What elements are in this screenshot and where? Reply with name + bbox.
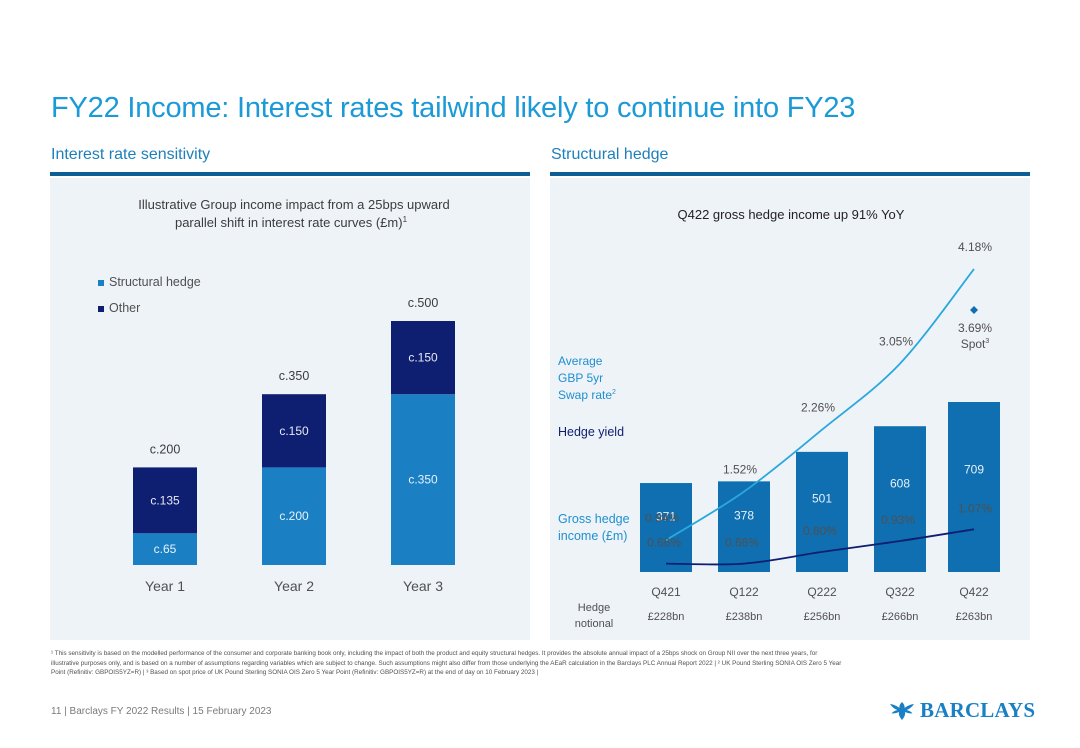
quarter-tick-label: Q122	[729, 585, 759, 599]
hedge-notional-label: notional	[575, 618, 614, 630]
hedge-notional-label: Hedge	[578, 602, 610, 614]
hedge-yield-label: 0.66%	[725, 536, 759, 550]
swap-rate-series-label-text: Average	[558, 354, 603, 368]
quarter-tick-label: Q422	[959, 585, 989, 599]
stacked-bars: c.65 c.135 c.200 Year 1 c.200 c.150 c.350 Year …	[133, 296, 455, 594]
bar-value-label: c.200	[279, 509, 309, 523]
hedge-income-bar	[874, 426, 926, 572]
swap-rate-label: 0.94%	[645, 511, 679, 525]
bar-segment-structural-hedge	[391, 394, 455, 565]
chart-title: Q422 gross hedge income up 91% YoY	[678, 207, 905, 222]
quarter-axis: Q421 £228bn Q122 £238bn Q222 £256bn Q322 £266bn…	[575, 585, 993, 630]
structural-hedge-chart: Q422 gross hedge income up 91% YoY 371 37…	[558, 207, 1000, 630]
hedge-yield-label: 1.07%	[958, 501, 992, 515]
barclays-logo: BARCLAYS	[889, 698, 1035, 723]
swap-rate-series-label: Average	[558, 354, 603, 368]
bar-value-label: c.135	[150, 493, 180, 507]
hedge-income-bar	[640, 483, 692, 572]
page-footer: 11 | Barclays FY 2022 Results | 15 Febru…	[51, 706, 272, 717]
swap-rate-label: 1.52%	[723, 463, 757, 477]
bar-segment-structural-hedge	[133, 533, 197, 565]
footnote-line-1: ¹ This sensitivity is based on the model…	[51, 650, 818, 657]
footnote-line-3: Point (Refinitiv: GBPOIS5YZ=R) | ³ Based…	[51, 669, 539, 676]
spot-footnote-mark: 3	[985, 338, 989, 345]
structural-hedge-panel: Q422 gross hedge income up 91% YoY 371 37…	[550, 178, 1030, 640]
hedge-yield-label: 0.80%	[803, 524, 837, 538]
hedge-notional-value: £263bn	[956, 611, 993, 623]
section-label-interest-rate-sensitivity: Interest rate sensitivity	[51, 146, 211, 163]
quarter-tick-label: Q322	[885, 585, 915, 599]
income-sensitivity-chart: Illustrative Group income impact from a …	[98, 197, 455, 594]
hedge-income-bar	[948, 402, 1000, 572]
swap-rate-series-label: Swap rate2	[558, 388, 616, 402]
bar-value-label: c.150	[279, 424, 309, 438]
swap-rate-footnote-mark: 2	[612, 389, 616, 396]
bar-segment-other	[133, 467, 197, 534]
legend-label-structural-hedge: Structural hedge	[109, 275, 201, 289]
swap-rate-series-label-text: GBP 5yr	[558, 371, 603, 385]
logo-wordmark: BARCLAYS	[920, 698, 1036, 722]
swap-rate-label: 4.18%	[958, 240, 992, 254]
x-tick-label: Year 1	[145, 578, 185, 594]
chart-title-line2-text: parallel shift in interest rate curves (…	[175, 215, 403, 230]
spot-label: Spot3	[961, 337, 990, 351]
gross-hedge-income-series-label: income (£m)	[558, 529, 627, 543]
chart-title-line1: Illustrative Group income impact from a …	[138, 197, 449, 212]
chart-title-line2: parallel shift in interest rate curves (…	[175, 215, 408, 230]
bar-value-label: 709	[964, 462, 984, 476]
bar-segment-other	[262, 394, 326, 468]
hedge-yield-line	[665, 528, 975, 566]
eagle-icon	[890, 701, 914, 720]
legend-swatch-other	[98, 306, 104, 312]
chart-legend: Structural hedge Other	[98, 275, 201, 315]
gross-hedge-income-series-label: Gross hedge	[558, 512, 630, 526]
x-tick-label: Year 2	[274, 578, 314, 594]
bar-value-label: c.350	[408, 473, 438, 487]
section-divider-right	[550, 172, 1030, 176]
bar-value-label: 608	[890, 476, 910, 490]
bar-total-label: c.500	[408, 296, 439, 310]
x-tick-label: Year 3	[403, 578, 443, 594]
interest-rate-sensitivity-panel: Illustrative Group income impact from a …	[50, 178, 530, 640]
hedge-yield-label: 0.93%	[881, 513, 915, 527]
swap-rate-label: 3.05%	[879, 335, 913, 349]
bar-value-label: c.65	[154, 542, 177, 556]
bar-total-label: c.350	[279, 369, 310, 383]
swap-rate-line	[665, 268, 975, 541]
section-label-structural-hedge: Structural hedge	[551, 146, 669, 163]
quarter-tick-label: Q421	[651, 585, 681, 599]
section-divider-left	[50, 172, 530, 176]
hedge-yield-label: 0.66%	[647, 536, 681, 550]
bar-total-label: c.200	[150, 442, 181, 456]
swap-rate-series-label-text: Swap rate	[558, 388, 612, 402]
hedge-notional-value: £238bn	[726, 611, 763, 623]
page-title: FY22 Income: Interest rates tailwind lik…	[51, 92, 856, 124]
spot-value-label: 3.69%	[958, 321, 992, 335]
swap-rate-label: 2.26%	[801, 401, 835, 415]
swap-rate-series-label: GBP 5yr	[558, 371, 603, 385]
legend-swatch-structural-hedge	[98, 280, 104, 286]
quarter-tick-label: Q222	[807, 585, 837, 599]
footnote-line-2: illustrative purposes only, and is based…	[51, 659, 842, 667]
series-labels: Average GBP 5yr Swap rate2 Hedge yield Gross…	[558, 354, 630, 543]
bar-value-label: 371	[656, 509, 676, 523]
hedge-notional-value: £266bn	[882, 611, 919, 623]
spot-marker	[970, 306, 978, 315]
bar-value-label: 501	[812, 491, 832, 505]
hedge-yield-series-label: Hedge yield	[558, 425, 624, 439]
spot-label-text: Spot	[961, 337, 986, 351]
bar-value-label: 378	[734, 508, 754, 522]
footnote: ¹ This sensitivity is based on the model…	[51, 649, 1031, 678]
bar-segment-structural-hedge	[262, 467, 326, 565]
hedge-income-bar	[718, 481, 770, 572]
hedge-notional-value: £256bn	[804, 611, 841, 623]
bar-value-label: c.150	[408, 351, 438, 365]
bar-segment-other	[391, 321, 455, 395]
hedge-income-bars: 371 378 501 608 709	[640, 402, 1000, 572]
legend-label-other: Other	[109, 301, 140, 315]
hedge-notional-value: £228bn	[648, 611, 685, 623]
rate-lines: 0.94% 1.52% 2.26% 3.05% 4.18% 0.66% 0.66% 0.80%…	[645, 240, 992, 566]
chart-title-footnote-mark: 1	[403, 215, 408, 224]
